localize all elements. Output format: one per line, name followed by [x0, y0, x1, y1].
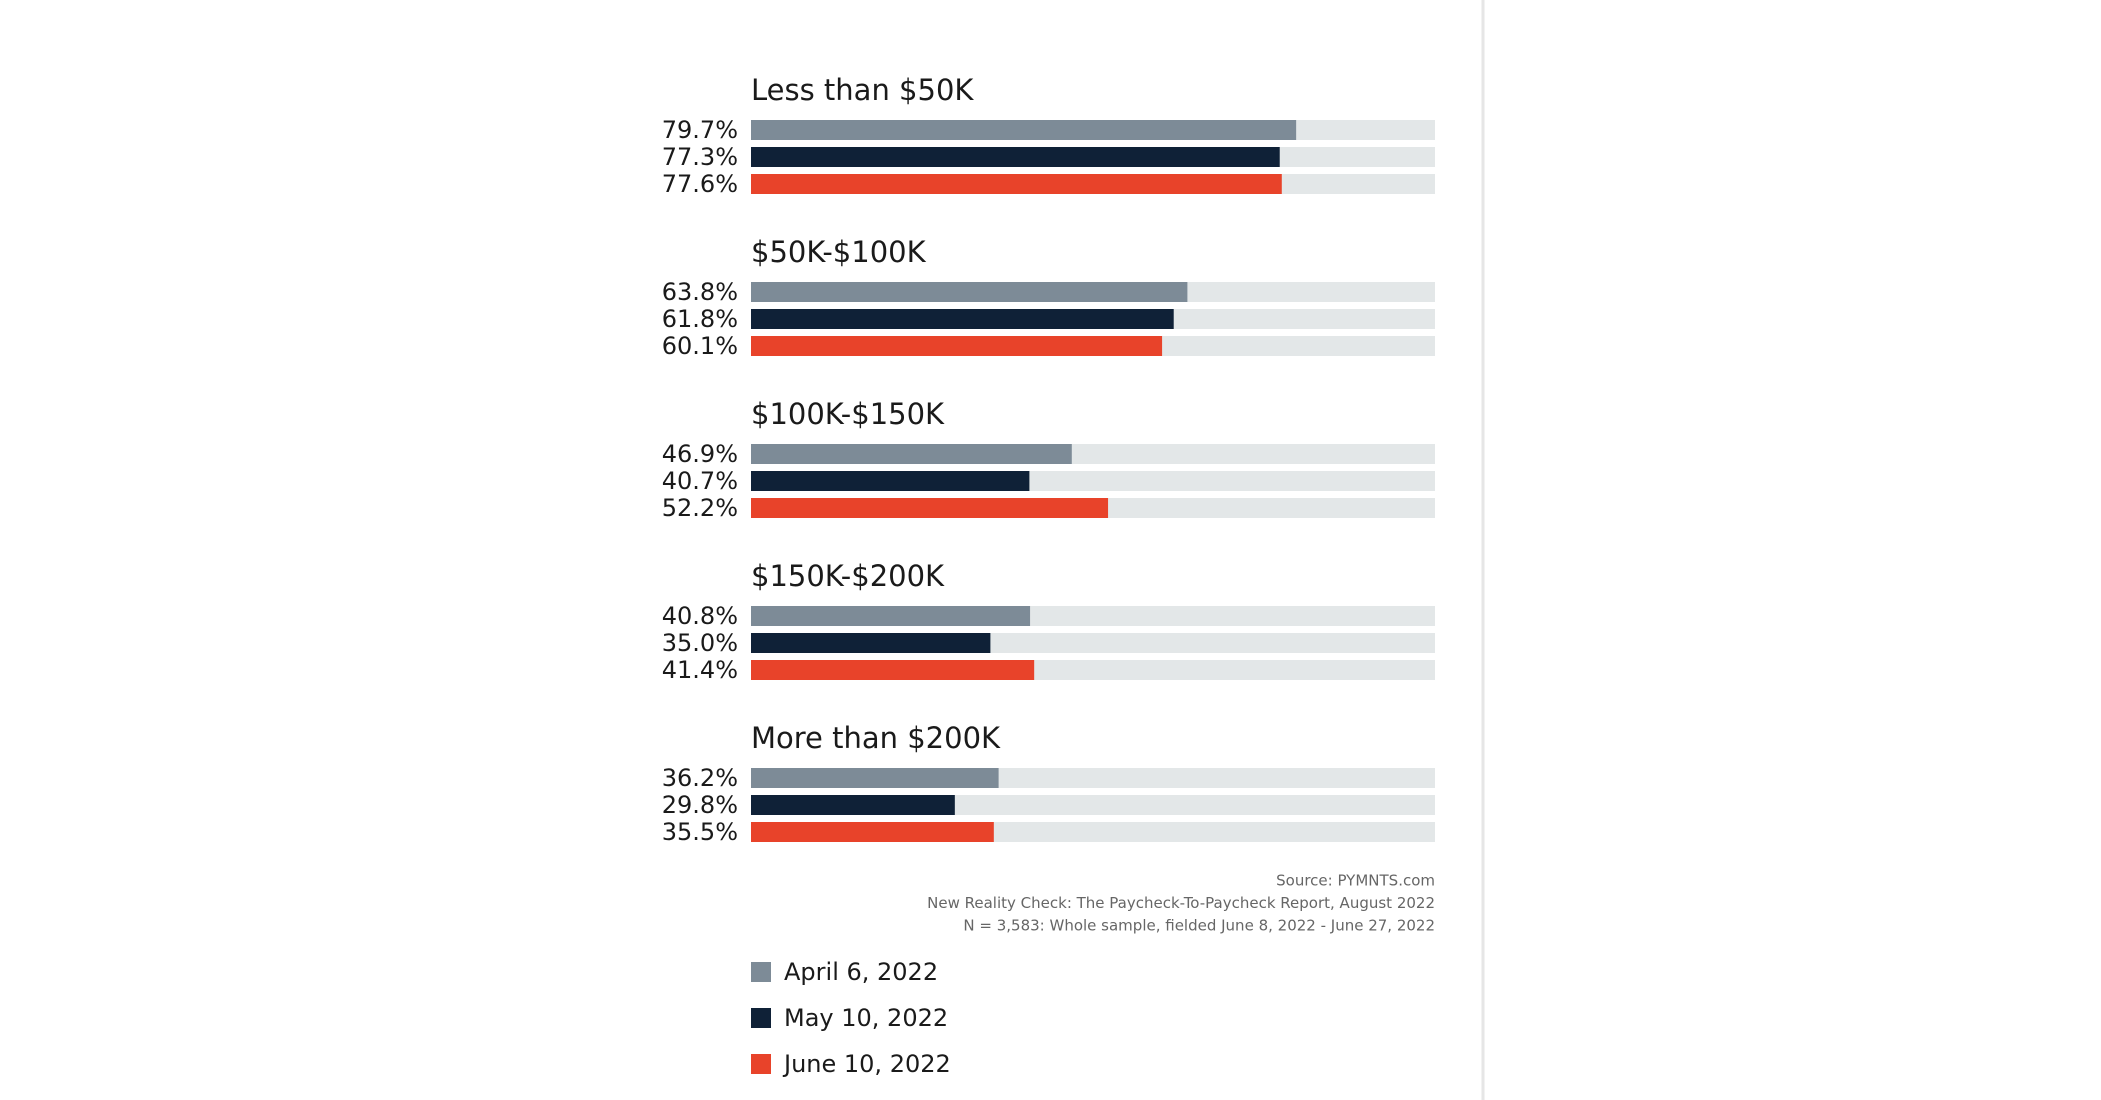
value-label: 41.4% — [662, 656, 738, 684]
value-label: 77.6% — [662, 170, 738, 198]
legend-swatch — [751, 962, 771, 982]
bar — [751, 120, 1297, 140]
group-title: More than $200K — [751, 721, 1001, 755]
bar — [751, 471, 1030, 491]
value-label: 40.7% — [662, 467, 738, 495]
bar — [751, 795, 955, 815]
bar — [751, 768, 999, 788]
legend-label: April 6, 2022 — [784, 958, 938, 986]
value-label: 77.3% — [662, 143, 738, 171]
group-title: $100K-$150K — [751, 397, 945, 431]
bar — [751, 309, 1174, 329]
legend-label: June 10, 2022 — [782, 1050, 951, 1078]
value-label: 29.8% — [662, 791, 738, 819]
bar — [751, 282, 1188, 302]
source-note: Source: PYMNTS.com — [1276, 872, 1435, 890]
value-label: 35.5% — [662, 818, 738, 846]
bar — [751, 147, 1280, 167]
source-note: N = 3,583: Whole sample, fielded June 8,… — [963, 917, 1435, 935]
bar — [751, 633, 991, 653]
bar — [751, 336, 1163, 356]
value-label: 40.8% — [662, 602, 738, 630]
bar — [751, 498, 1109, 518]
group-title: $150K-$200K — [751, 559, 945, 593]
source-note: New Reality Check: The Paycheck-To-Paych… — [927, 894, 1435, 912]
bar — [751, 660, 1035, 680]
value-label: 60.1% — [662, 332, 738, 360]
value-label: 79.7% — [662, 116, 738, 144]
value-label: 46.9% — [662, 440, 738, 468]
legend-swatch — [751, 1054, 771, 1074]
value-label: 36.2% — [662, 764, 738, 792]
value-label: 52.2% — [662, 494, 738, 522]
bar — [751, 606, 1031, 626]
bar — [751, 444, 1072, 464]
legend-swatch — [751, 1008, 771, 1028]
bar — [751, 822, 994, 842]
value-label: 63.8% — [662, 278, 738, 306]
value-label: 61.8% — [662, 305, 738, 333]
legend-label: May 10, 2022 — [784, 1004, 948, 1032]
bar — [751, 174, 1282, 194]
group-title: $50K-$100K — [751, 235, 927, 269]
group-title: Less than $50K — [751, 73, 974, 107]
value-label: 35.0% — [662, 629, 738, 657]
